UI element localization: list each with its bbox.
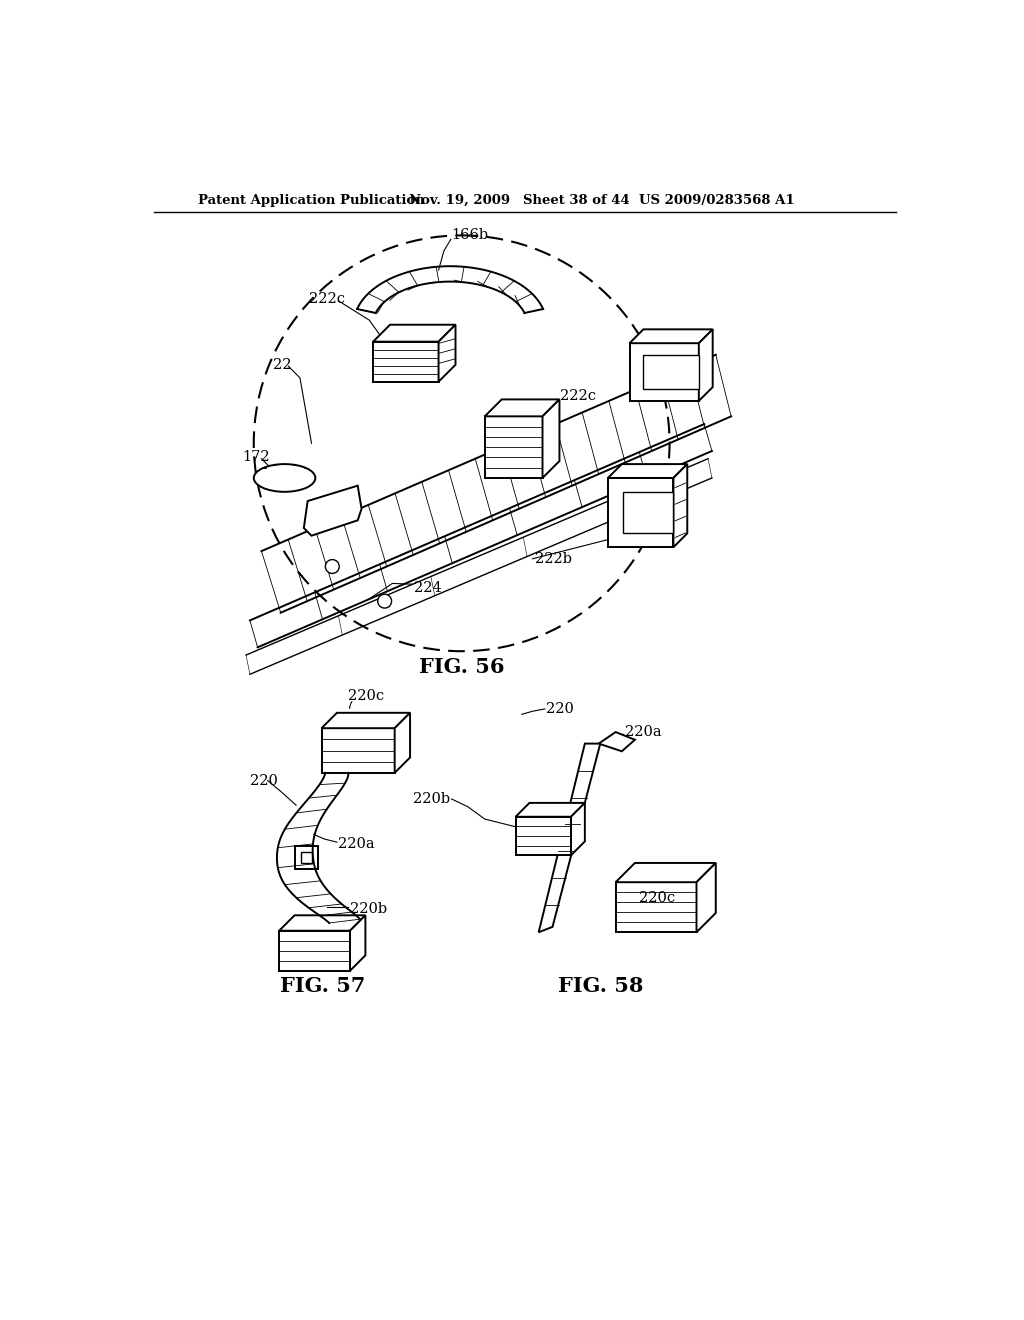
Polygon shape	[322, 713, 410, 729]
Polygon shape	[515, 803, 585, 817]
Polygon shape	[643, 355, 698, 389]
Polygon shape	[674, 465, 687, 548]
Text: 220a: 220a	[339, 837, 375, 850]
Polygon shape	[484, 400, 559, 416]
Polygon shape	[484, 416, 543, 478]
Text: 222b: 222b	[535, 552, 571, 566]
Polygon shape	[373, 342, 438, 381]
Text: 220c: 220c	[639, 891, 675, 904]
Text: 224: 224	[414, 581, 441, 595]
Text: 220b: 220b	[350, 902, 387, 916]
Text: 220: 220	[250, 774, 278, 788]
Ellipse shape	[254, 465, 315, 492]
Circle shape	[378, 594, 391, 609]
Text: FIG. 56: FIG. 56	[419, 656, 505, 677]
Polygon shape	[280, 931, 350, 970]
Polygon shape	[301, 853, 311, 863]
Circle shape	[326, 560, 339, 573]
Polygon shape	[543, 400, 559, 478]
Polygon shape	[438, 325, 456, 381]
Polygon shape	[608, 478, 674, 548]
Polygon shape	[394, 713, 410, 774]
Polygon shape	[304, 486, 361, 536]
Text: 220: 220	[547, 702, 574, 715]
Text: FIG. 58: FIG. 58	[558, 977, 643, 997]
Text: 166b: 166b	[452, 228, 488, 243]
Text: Patent Application Publication: Patent Application Publication	[199, 194, 425, 207]
Polygon shape	[322, 729, 394, 774]
Polygon shape	[615, 882, 696, 932]
Text: 172: 172	[243, 450, 270, 465]
Text: 222c: 222c	[309, 292, 345, 306]
Text: 220b: 220b	[413, 792, 451, 807]
Text: 220a: 220a	[625, 725, 662, 739]
Polygon shape	[608, 465, 687, 478]
Polygon shape	[539, 743, 600, 932]
Polygon shape	[615, 863, 716, 882]
Polygon shape	[599, 733, 635, 751]
Text: Sheet 38 of 44: Sheet 38 of 44	[523, 194, 630, 207]
Polygon shape	[696, 863, 716, 932]
Polygon shape	[350, 915, 366, 970]
Text: Nov. 19, 2009: Nov. 19, 2009	[410, 194, 510, 207]
Text: 222c: 222c	[560, 388, 596, 403]
Polygon shape	[280, 915, 366, 931]
Polygon shape	[373, 325, 456, 342]
Text: 220c: 220c	[348, 689, 385, 702]
Polygon shape	[630, 330, 713, 343]
Text: FIG. 57: FIG. 57	[281, 977, 366, 997]
Text: US 2009/0283568 A1: US 2009/0283568 A1	[639, 194, 795, 207]
Polygon shape	[571, 803, 585, 855]
Polygon shape	[630, 343, 698, 401]
Text: 22: 22	[273, 358, 292, 372]
Polygon shape	[624, 492, 674, 533]
Polygon shape	[515, 817, 571, 855]
Polygon shape	[698, 330, 713, 401]
